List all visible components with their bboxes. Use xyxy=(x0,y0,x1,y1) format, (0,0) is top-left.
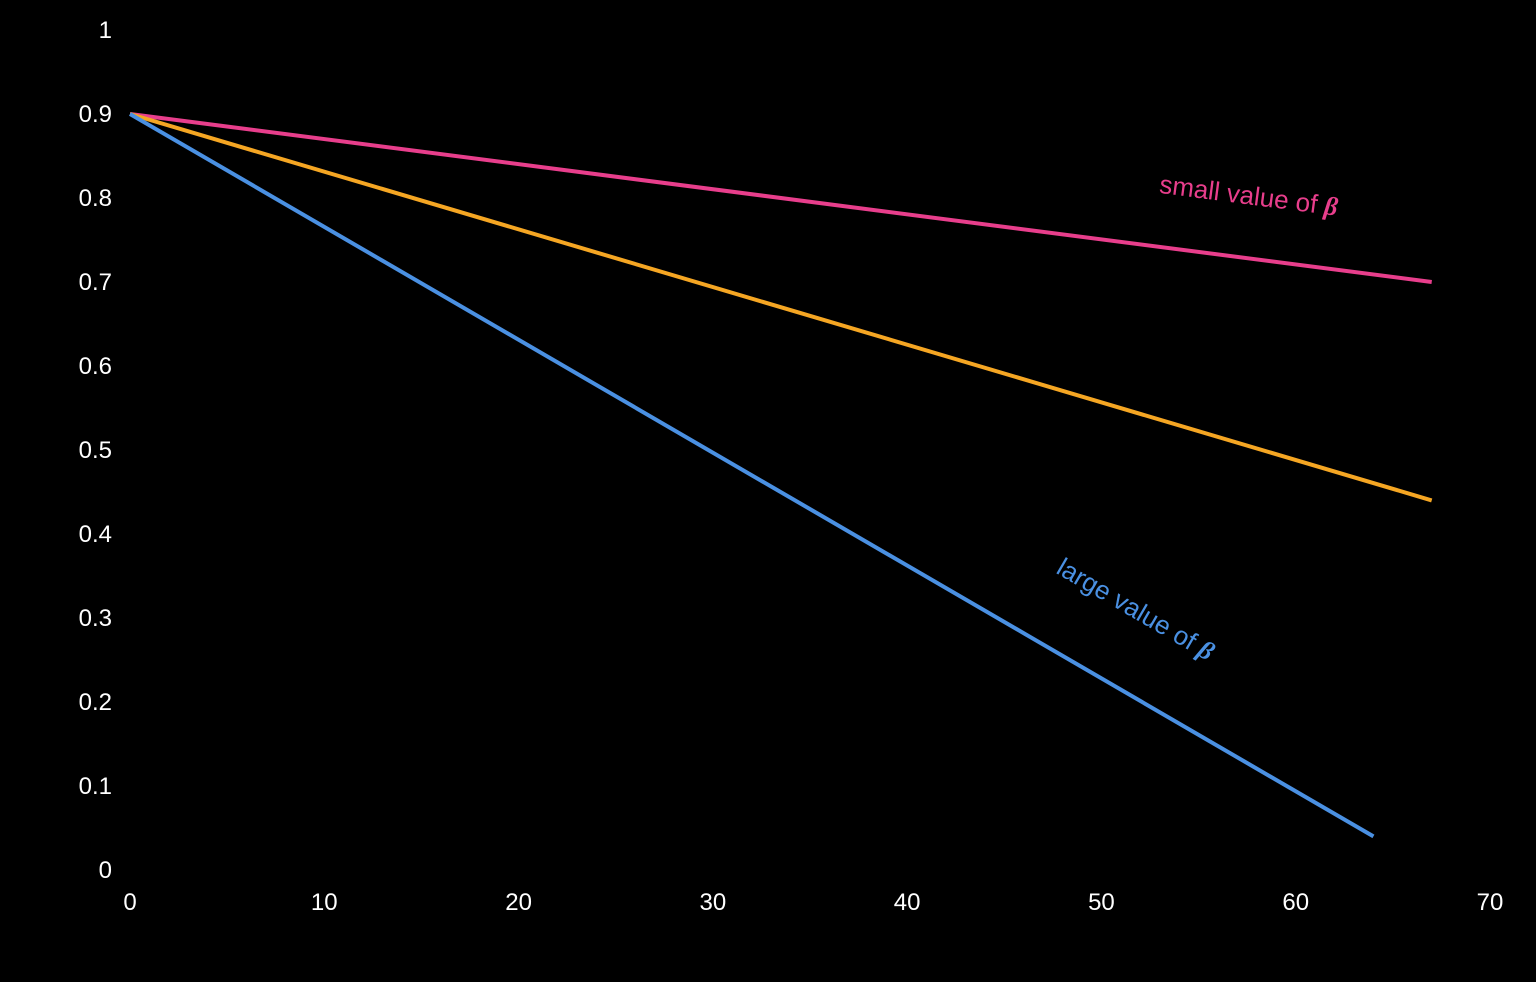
line-chart: 0 0.1 0.2 0.3 0.4 0.5 0.6 0.7 0.8 0.9 1 0 10 20 30 40 5… xyxy=(0,0,1536,982)
x-tick-label: 40 xyxy=(894,889,921,916)
annotation-large-beta: large value of β xyxy=(1052,552,1220,667)
x-tick-label: 10 xyxy=(311,889,338,916)
y-tick-label: 0.7 xyxy=(79,269,112,296)
y-tick-label: 0.6 xyxy=(79,353,112,380)
y-tick-label: 0.9 xyxy=(79,101,112,128)
annotation-text: small value of β xyxy=(1158,169,1341,222)
y-axis-ticks: 0 0.1 0.2 0.3 0.4 0.5 0.6 0.7 0.8 0.9 1 xyxy=(79,17,112,884)
y-tick-label: 0.1 xyxy=(79,773,112,800)
x-tick-label: 60 xyxy=(1282,889,1309,916)
y-tick-label: 0.5 xyxy=(79,437,112,464)
chart-annotations: small value of β large value of β xyxy=(1052,169,1341,667)
x-tick-label: 20 xyxy=(505,889,532,916)
x-tick-label: 30 xyxy=(700,889,727,916)
y-tick-label: 0.4 xyxy=(79,521,112,548)
y-tick-label: 1 xyxy=(99,17,112,44)
chart-series xyxy=(130,114,1432,836)
annotation-text: large value of β xyxy=(1052,552,1220,667)
x-tick-label: 50 xyxy=(1088,889,1115,916)
series-mid-beta xyxy=(130,114,1432,500)
annotation-small-beta: small value of β xyxy=(1158,169,1341,222)
y-tick-label: 0 xyxy=(99,857,112,884)
x-axis-ticks: 0 10 20 30 40 50 60 70 xyxy=(123,889,1503,916)
y-tick-label: 0.2 xyxy=(79,689,112,716)
series-large-beta xyxy=(130,114,1373,836)
x-tick-label: 70 xyxy=(1477,889,1504,916)
x-tick-label: 0 xyxy=(123,889,136,916)
y-tick-label: 0.8 xyxy=(79,185,112,212)
y-tick-label: 0.3 xyxy=(79,605,112,632)
